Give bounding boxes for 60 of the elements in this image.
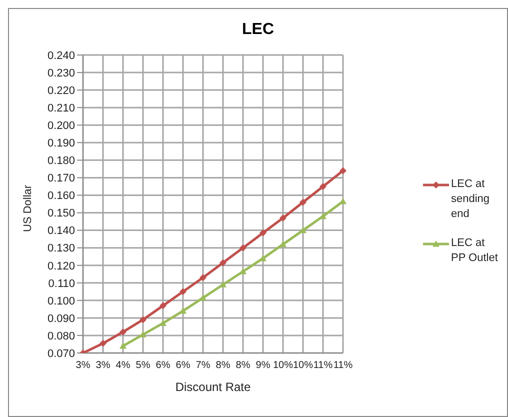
point: [200, 274, 206, 282]
x-tick-label: 3%: [76, 360, 90, 372]
x-tick-label: 5%: [136, 360, 150, 372]
y-tick-label: 0.120: [47, 260, 75, 272]
y-tick-label: 0.130: [47, 242, 75, 255]
point: [160, 320, 166, 326]
y-tick-label: 0.170: [47, 172, 75, 185]
y-tick-label: 0.200: [47, 120, 75, 132]
chart-title: LEC: [241, 20, 275, 40]
point: [120, 328, 126, 336]
point: [240, 268, 246, 274]
point: [100, 340, 106, 347]
point: [120, 342, 126, 349]
x-tick-label: 9%: [256, 360, 270, 372]
point: [240, 244, 246, 252]
x-tick-label: 7%: [196, 360, 210, 372]
x-tick-label: 8%: [216, 360, 230, 372]
y-tick-label: 0.080: [47, 330, 75, 342]
y-tick-label: 0.110: [48, 278, 75, 290]
point: [300, 198, 306, 206]
x-axis-title: Discount Rate: [175, 380, 252, 394]
y-tick-label: 0.180: [47, 155, 75, 168]
point: [300, 226, 306, 234]
x-tick-label: 11%: [333, 360, 353, 372]
y-tick-label: 0.160: [47, 190, 75, 202]
x-tick-label: 6%: [176, 360, 190, 372]
y-tick-label: 0.100: [47, 295, 75, 308]
legend-label: LEC at sending end: [451, 176, 491, 222]
x-tick-label: 10%: [272, 360, 294, 372]
point: [180, 307, 186, 314]
point: [200, 294, 206, 301]
point: [180, 288, 186, 296]
point: [320, 182, 326, 190]
x-tick-label: 6%: [156, 360, 170, 372]
y-tick-label: 0.140: [47, 225, 75, 238]
point: [160, 302, 166, 310]
point: [220, 259, 226, 266]
point: [140, 331, 146, 338]
x-tick-label: 10%: [292, 360, 314, 372]
y-tick-label: 0.190: [47, 138, 75, 150]
point: [280, 214, 286, 222]
x-tick-label: 4%: [116, 360, 130, 372]
y-tick-label: 0.210: [47, 102, 75, 114]
point: [320, 212, 326, 220]
y-tick-label: 0.240: [47, 50, 75, 62]
point: [340, 167, 346, 174]
point: [340, 198, 346, 204]
y-axis-title: US Dollar: [22, 184, 34, 232]
y-tick-label: 0.220: [47, 84, 75, 97]
x-tick-label: 11%: [313, 360, 333, 372]
point: [260, 229, 266, 236]
point: [140, 316, 146, 324]
y-tick-label: 0.070: [47, 348, 75, 360]
y-tick-label: 0.090: [47, 312, 75, 325]
x-tick-label: 3%: [96, 360, 110, 372]
y-tick-label: 0.230: [47, 67, 75, 80]
point: [260, 254, 266, 262]
legend-label: LEC at PP Outlet: [451, 236, 499, 266]
y-tick-label: 0.150: [47, 208, 75, 220]
x-tick-label: 8%: [236, 360, 250, 372]
